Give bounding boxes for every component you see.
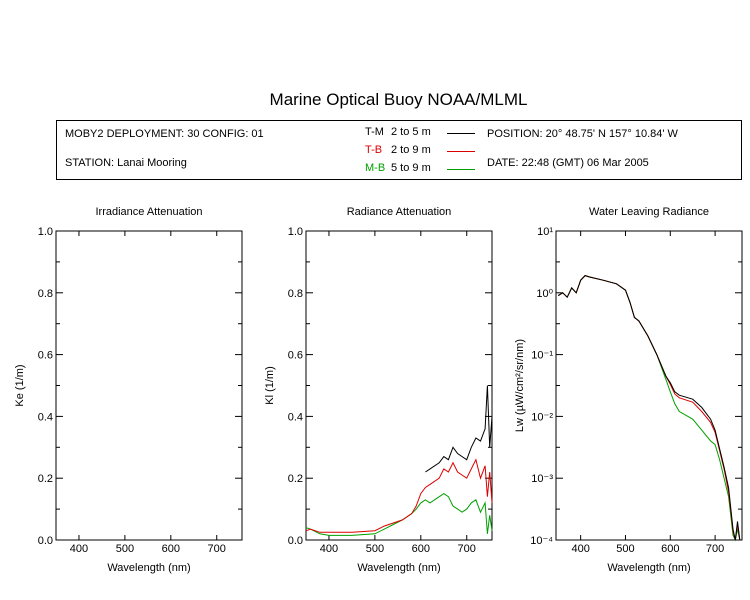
x-tick-label-0-2: 600 (162, 543, 180, 555)
legend-range-mb: 5 to 9 m (391, 162, 431, 174)
y-tick-label-2-4: 10⁰ (536, 288, 553, 300)
series-line-2-t-b (557, 275, 741, 541)
legend-range-tm: 2 to 5 m (391, 126, 431, 138)
x-tick-label-1-1: 500 (366, 543, 384, 555)
x-axis-label-1: Wavelength (nm) (357, 562, 440, 574)
y-tick-label-1-0: 0.0 (288, 535, 303, 547)
y-tick-label-2-0: 10⁻⁴ (530, 535, 553, 547)
info-box: MOBY2 DEPLOYMENT: 30 CONFIG: 01 STATION:… (56, 120, 742, 180)
series-line-2-m-b (557, 275, 741, 542)
legend-swatch-tm (447, 133, 475, 134)
plot-frame-1 (305, 230, 493, 541)
plot-frame-0 (55, 230, 243, 541)
y-tick-label-0-5: 1.0 (38, 226, 53, 238)
y-tick-label-1-5: 1.0 (288, 226, 303, 238)
series-line-1-m-b (305, 492, 493, 536)
y-axis-label-2: Lw (µW/cm²/sr/nm) (514, 339, 526, 432)
y-tick-label-2-3: 10⁻¹ (531, 350, 553, 362)
y-tick-label-0-2: 0.4 (38, 411, 53, 423)
x-tick-label-1-0: 400 (320, 543, 338, 555)
legend-code-mb: M-B (365, 162, 386, 174)
y-axis-label-1: Kl (1/m) (264, 366, 276, 405)
y-tick-label-0-1: 0.2 (38, 473, 53, 485)
y-tick-label-1-4: 0.8 (288, 288, 303, 300)
series-line-1-t-m (425, 385, 493, 473)
y-tick-label-2-5: 10¹ (537, 226, 553, 238)
x-tick-label-2-1: 500 (616, 543, 634, 555)
x-tick-label-2-0: 400 (571, 543, 589, 555)
panel-title-1: Radiance Attenuation (347, 206, 452, 218)
y-axis-label-0: Ke (1/m) (14, 364, 26, 406)
date-text: DATE: 22:48 (GMT) 06 Mar 2005 (487, 157, 649, 169)
x-tick-label-0-1: 500 (116, 543, 134, 555)
legend-code-tb: T-B (365, 144, 383, 156)
series-line-2-t-m (557, 275, 741, 541)
y-tick-label-1-1: 0.2 (288, 473, 303, 485)
chart-title: Marine Optical Buoy NOAA/MLML (269, 90, 528, 109)
deployment-text: MOBY2 DEPLOYMENT: 30 CONFIG: 01 (65, 128, 264, 140)
x-tick-label-2-3: 700 (706, 543, 724, 555)
y-tick-label-1-2: 0.4 (288, 411, 303, 423)
legend-swatch-mb (447, 169, 475, 170)
legend-swatch-tb (447, 151, 475, 152)
x-tick-label-1-3: 700 (458, 543, 476, 555)
panel-title-0: Irradiance Attenuation (95, 206, 202, 218)
y-tick-label-0-0: 0.0 (38, 535, 53, 547)
y-tick-label-2-2: 10⁻² (531, 411, 553, 423)
x-tick-label-0-0: 400 (70, 543, 88, 555)
x-tick-label-1-2: 600 (412, 543, 430, 555)
y-tick-label-1-3: 0.6 (288, 350, 303, 362)
x-tick-label-2-2: 600 (661, 543, 679, 555)
x-tick-label-0-3: 700 (208, 543, 226, 555)
y-tick-label-0-3: 0.6 (38, 350, 53, 362)
position-text: POSITION: 20° 48.75' N 157° 10.84' W (487, 128, 678, 140)
station-text: STATION: Lanai Mooring (65, 157, 187, 169)
series-line-1-t-b (305, 458, 493, 533)
panel-title-2: Water Leaving Radiance (589, 206, 709, 218)
y-tick-label-0-4: 0.8 (38, 288, 53, 300)
legend-code-tm: T-M (365, 126, 384, 138)
y-tick-label-2-1: 10⁻³ (531, 473, 553, 485)
legend-range-tb: 2 to 9 m (391, 144, 431, 156)
x-axis-label-2: Wavelength (nm) (607, 562, 690, 574)
x-axis-label-0: Wavelength (nm) (107, 562, 190, 574)
